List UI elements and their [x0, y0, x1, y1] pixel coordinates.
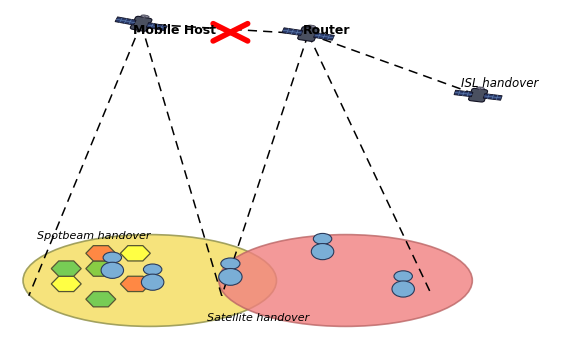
Ellipse shape [141, 15, 149, 18]
Bar [146, 22, 167, 31]
Polygon shape [86, 245, 116, 261]
Polygon shape [120, 245, 150, 261]
Bar [313, 33, 335, 40]
Text: ISL handover: ISL handover [461, 77, 538, 90]
Bar [454, 90, 473, 97]
Ellipse shape [142, 274, 164, 290]
Circle shape [394, 271, 412, 282]
Text: Satellite handover: Satellite handover [207, 313, 310, 323]
Ellipse shape [101, 262, 123, 278]
Polygon shape [86, 291, 116, 307]
Polygon shape [51, 261, 81, 276]
Polygon shape [86, 261, 116, 276]
Ellipse shape [219, 269, 242, 285]
Polygon shape [51, 276, 81, 292]
Text: Spotbeam handover: Spotbeam handover [37, 231, 151, 241]
Ellipse shape [477, 87, 484, 89]
Polygon shape [120, 276, 150, 292]
Circle shape [103, 252, 122, 263]
Ellipse shape [23, 235, 276, 326]
FancyBboxPatch shape [130, 16, 152, 31]
FancyBboxPatch shape [468, 88, 488, 102]
Circle shape [143, 264, 162, 275]
Circle shape [221, 258, 240, 269]
Circle shape [313, 234, 332, 244]
Ellipse shape [307, 25, 316, 28]
Text: Router: Router [302, 24, 350, 37]
Ellipse shape [311, 243, 334, 260]
Bar [483, 94, 502, 100]
Text: Mobile Host: Mobile Host [133, 24, 216, 37]
Ellipse shape [219, 235, 472, 326]
Bar [115, 17, 136, 25]
Bar [282, 28, 303, 35]
FancyBboxPatch shape [298, 27, 319, 41]
Ellipse shape [392, 281, 415, 297]
